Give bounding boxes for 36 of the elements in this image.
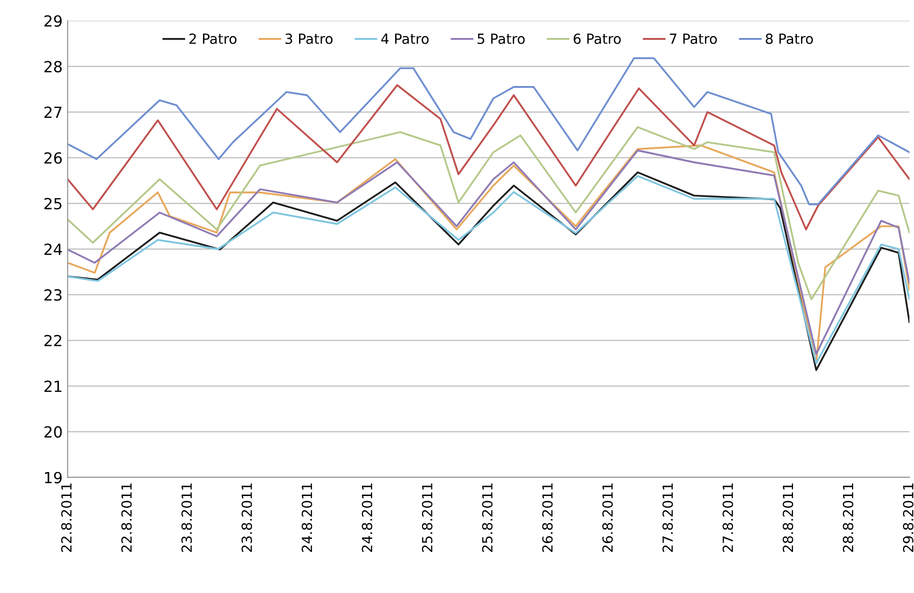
legend-label: 5 Patro bbox=[478, 34, 525, 44]
legend-label: 2 Patro bbox=[189, 34, 236, 44]
x-tick-label: 26.8.2011 bbox=[542, 484, 553, 552]
y-tick-label: 27 bbox=[44, 106, 62, 118]
y-tick-label: 25 bbox=[44, 198, 62, 210]
x-tick-label: 28.8.2011 bbox=[782, 484, 794, 552]
x-tick-label: 22.8.2011 bbox=[61, 484, 72, 552]
y-tick-label: 22 bbox=[44, 334, 62, 346]
y-tick-label: 20 bbox=[44, 426, 62, 438]
line-series bbox=[68, 57, 910, 206]
legend-label: 6 Patro bbox=[574, 34, 621, 44]
legend-label: 8 Patro bbox=[766, 34, 813, 44]
x-tick-label: 25.8.2011 bbox=[482, 484, 493, 552]
legend-label: 3 Patro bbox=[286, 34, 333, 44]
line-series bbox=[68, 126, 910, 300]
x-tick-label: 22.8.2011 bbox=[121, 484, 132, 552]
y-tick-label: 21 bbox=[44, 380, 62, 392]
legend-label: 4 Patro bbox=[381, 34, 429, 44]
y-tick-label: 26 bbox=[44, 152, 62, 164]
x-tick-label: 23.8.2011 bbox=[242, 484, 252, 552]
x-tick-label: 27.8.2011 bbox=[722, 484, 734, 552]
legend-label: 7 Patro bbox=[670, 34, 717, 44]
y-tick-label: 28 bbox=[44, 60, 62, 72]
line-series bbox=[68, 84, 910, 230]
x-tick-label: 25.8.2011 bbox=[422, 484, 432, 552]
x-tick-label: 24.8.2011 bbox=[302, 484, 312, 552]
x-tick-label: 28.8.2011 bbox=[842, 484, 854, 552]
x-tick-label: 27.8.2011 bbox=[662, 484, 673, 552]
x-tick-label: 23.8.2011 bbox=[181, 484, 192, 552]
x-tick-label: 26.8.2011 bbox=[602, 484, 613, 552]
y-tick-label: 24 bbox=[44, 244, 62, 255]
y-tick-label: 19 bbox=[45, 472, 62, 484]
y-tick-label: 29 bbox=[44, 15, 62, 27]
x-tick-label: 29.8.2011 bbox=[902, 484, 914, 552]
y-tick-label: 23 bbox=[44, 289, 62, 301]
x-tick-label: 24.8.2011 bbox=[362, 484, 372, 552]
